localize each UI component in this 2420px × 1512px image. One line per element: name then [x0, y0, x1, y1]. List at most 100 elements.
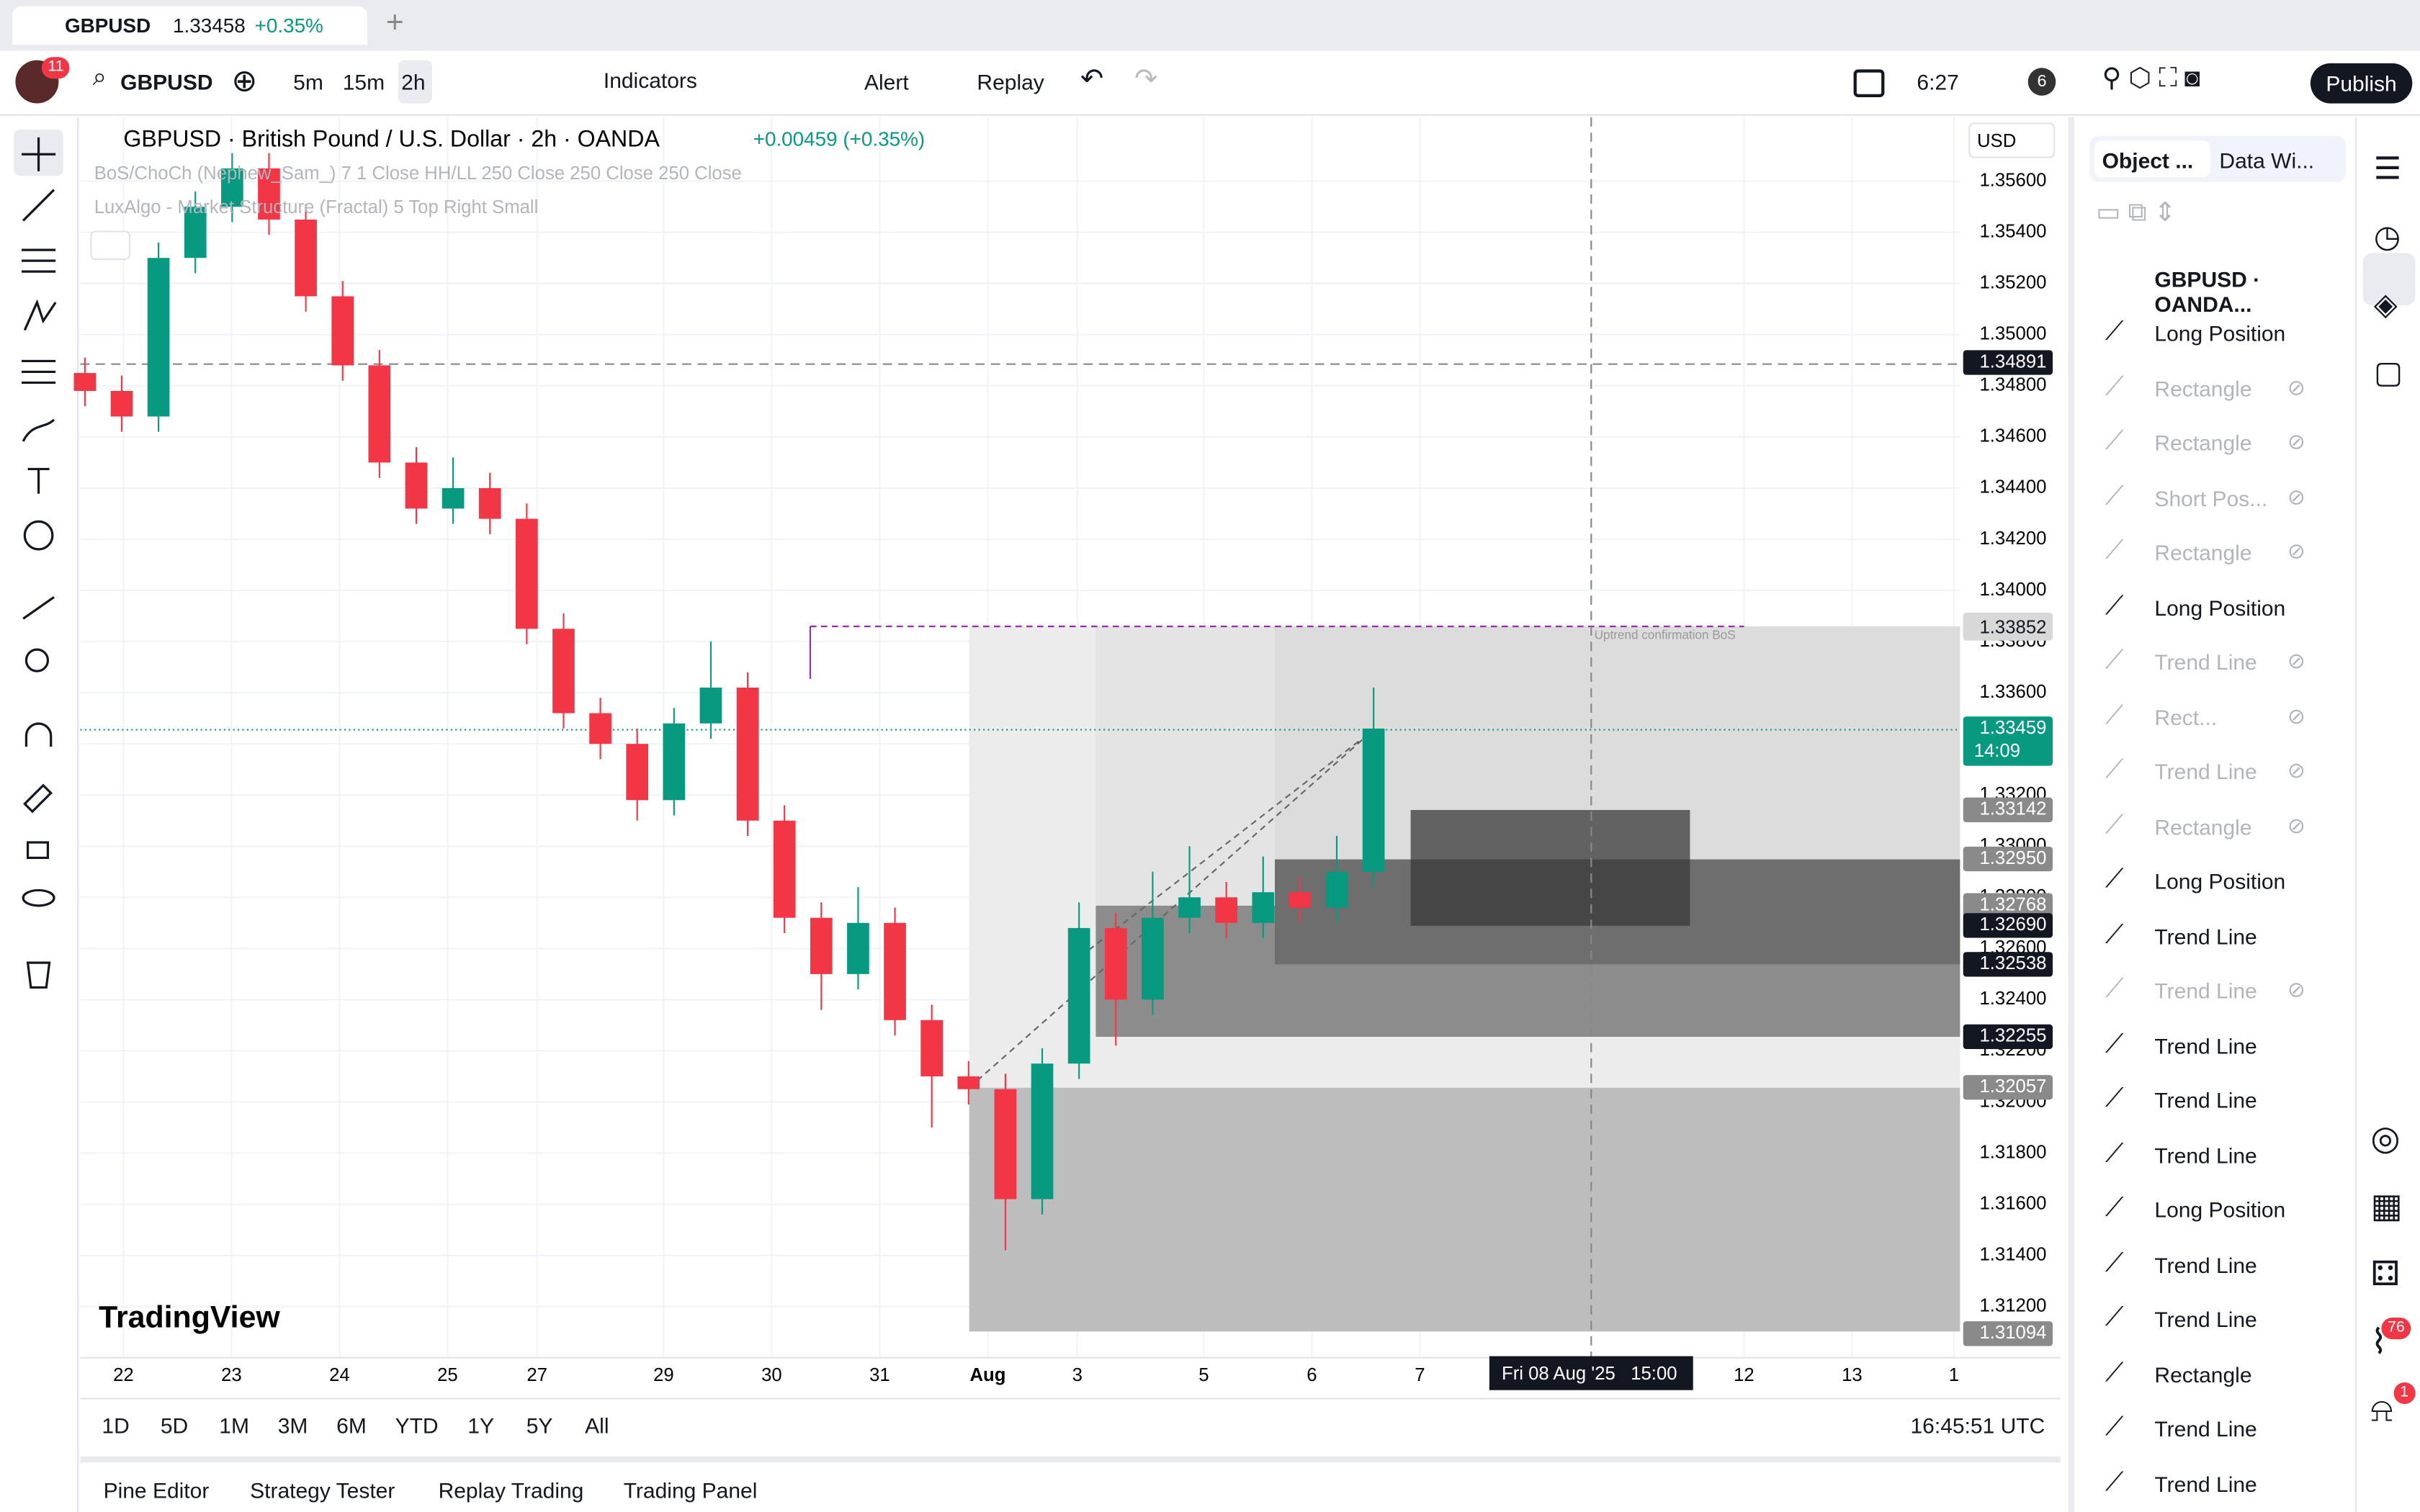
price-badge: [1963, 616, 2053, 641]
replay-button[interactable]: Replay: [977, 69, 1044, 94]
range-button[interactable]: 1Y: [467, 1413, 494, 1439]
y-tick-label: 1.31400: [1980, 1244, 2047, 1264]
interval[interactable]: 15m: [342, 69, 385, 94]
hidden-icon[interactable]: ⊘: [2287, 538, 2305, 564]
object-name[interactable]: Rectangle: [2154, 430, 2252, 456]
object-name[interactable]: Long Position: [2154, 320, 2286, 346]
top-toolbar: 11 GBPUSD ⌕ ⊕ Indicators Alert Replay ↶ …: [0, 52, 2420, 116]
price-badge: [1963, 1321, 2053, 1346]
object-name[interactable]: Long Position: [2154, 868, 2286, 894]
object-name[interactable]: Rectangle: [2154, 540, 2252, 565]
object-name[interactable]: Trend Line: [2154, 759, 2257, 784]
range-button[interactable]: 1D: [102, 1413, 130, 1439]
indicators-button[interactable]: Indicators: [562, 68, 697, 92]
object-name[interactable]: Trend Line: [2154, 978, 2257, 1003]
new-tab[interactable]: +: [385, 6, 404, 40]
range-button[interactable]: 3M: [277, 1413, 308, 1439]
zoom-tool[interactable]: [24, 648, 50, 672]
candle-body: [663, 723, 686, 801]
object-name[interactable]: Trend Line: [2154, 1307, 2257, 1332]
object-icon: ⟋: [2105, 1302, 2124, 1332]
brush-tool[interactable]: [22, 418, 55, 442]
object-name[interactable]: Trend Line: [2154, 1142, 2257, 1168]
object-name[interactable]: Long Position: [2154, 1197, 2286, 1223]
range-button[interactable]: All: [585, 1413, 609, 1439]
range-button[interactable]: YTD: [395, 1413, 439, 1439]
layout-icon[interactable]: [1853, 69, 1885, 97]
compare-button[interactable]: ⊕: [231, 65, 258, 99]
hidden-icon[interactable]: ⊘: [2287, 976, 2305, 1002]
collapse-legend[interactable]: [90, 230, 131, 261]
range-button[interactable]: 6M: [336, 1413, 367, 1439]
panel-tab[interactable]: Object ...: [2102, 148, 2194, 173]
object-name[interactable]: Trend Line: [2154, 649, 2257, 675]
symbol-search[interactable]: GBPUSD: [120, 69, 213, 94]
hidden-icon[interactable]: ⊘: [2287, 703, 2305, 728]
sidebar-icons[interactable]: ☰ ◷ ◈ ▢: [2373, 153, 2403, 391]
layout-name[interactable]: 6:27: [1917, 69, 1959, 94]
visibility-tool[interactable]: [22, 888, 55, 907]
pattern-tool[interactable]: [23, 299, 57, 331]
object-name[interactable]: Short Pos...: [2154, 485, 2268, 510]
hidden-icon[interactable]: ⊘: [2287, 374, 2305, 399]
interval[interactable]: 2h: [401, 69, 426, 94]
bottom-tab[interactable]: Strategy Tester: [250, 1477, 395, 1503]
bottom-tab[interactable]: Trading Panel: [623, 1477, 758, 1503]
trash-tool[interactable]: [26, 961, 51, 989]
emoji-tool[interactable]: [23, 520, 54, 551]
icons[interactable]: ⚲ ⬡ ⛶ ◙: [2102, 63, 2200, 93]
tab[interactable]: [12, 6, 367, 45]
object-icon: ⟋: [2105, 919, 2124, 948]
panel-tab[interactable]: Data Wi...: [2219, 148, 2315, 173]
object-name[interactable]: Trend Line: [2154, 1032, 2257, 1058]
object-name[interactable]: Trend Line: [2154, 1251, 2257, 1277]
object-name[interactable]: Trend Line: [2154, 923, 2257, 948]
range-button[interactable]: 5D: [160, 1413, 189, 1439]
currency-select[interactable]: [1968, 122, 2056, 158]
panel-symbol[interactable]: GBPUSD · OANDA...: [2154, 266, 2261, 317]
cross-tool[interactable]: [21, 137, 56, 171]
panel-actions[interactable]: ▭ ⧉ ⇕: [2096, 197, 2177, 227]
hidden-icon[interactable]: ⊘: [2287, 428, 2305, 454]
undo[interactable]: ↶: [1080, 63, 1104, 94]
lock-draw-tool[interactable]: [23, 783, 53, 814]
candle-body: [1104, 927, 1127, 1000]
object-name[interactable]: Long Position: [2154, 595, 2286, 620]
bottom-tab[interactable]: Pine Editor: [103, 1477, 210, 1503]
text-tool[interactable]: [27, 467, 50, 494]
object-name[interactable]: Rectangle: [2154, 375, 2252, 401]
line-tool[interactable]: [22, 189, 55, 222]
hidden-icon[interactable]: ⊘: [2287, 757, 2305, 783]
object-name[interactable]: Trend Line: [2154, 1471, 2257, 1496]
hidden-icon[interactable]: ⊘: [2287, 483, 2305, 509]
measure-tool[interactable]: [22, 595, 55, 620]
candle-body: [368, 365, 391, 463]
hidden-icon[interactable]: ⊘: [2287, 648, 2305, 673]
magnet-tool[interactable]: [24, 722, 53, 747]
lock-tool[interactable]: [26, 841, 50, 860]
publish-button[interactable]: Publish: [2310, 63, 2413, 104]
bottom-tab[interactable]: Replay Trading: [438, 1477, 584, 1503]
candle-body: [1178, 897, 1201, 918]
alert-button[interactable]: Alert: [864, 69, 909, 94]
range-button[interactable]: 1M: [219, 1413, 249, 1439]
candle-body: [405, 462, 428, 509]
price-badge-label: 1.32057: [1980, 1076, 2047, 1097]
object-name[interactable]: Rect...: [2154, 704, 2218, 729]
object-name[interactable]: Trend Line: [2154, 1087, 2257, 1112]
price-badge-label: 1.32950: [1980, 848, 2047, 868]
currency[interactable]: USD: [1977, 131, 2016, 151]
hidden-icon[interactable]: ⊘: [2287, 812, 2305, 837]
candle-body: [736, 688, 759, 821]
fib-tool[interactable]: [21, 248, 56, 273]
object-name[interactable]: Rectangle: [2154, 814, 2252, 839]
position-tool[interactable]: [21, 359, 56, 384]
object-name[interactable]: Rectangle: [2154, 1362, 2252, 1387]
range-button[interactable]: 5Y: [526, 1413, 553, 1439]
redo[interactable]: ↷: [1134, 63, 1158, 94]
interval[interactable]: 5m: [293, 69, 323, 94]
object-name[interactable]: Trend Line: [2154, 1416, 2257, 1441]
object-icon: ⟋: [2105, 1247, 2124, 1277]
